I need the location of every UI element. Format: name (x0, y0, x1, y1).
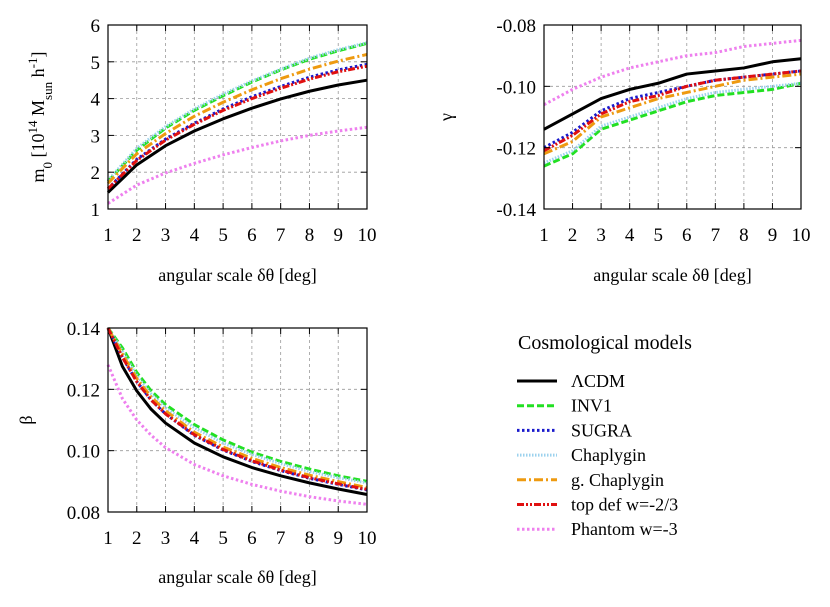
x-tick-label: 9 (768, 225, 778, 246)
y-tick-label: 5 (91, 53, 101, 74)
panel-beta: 1 2 3 4 5 6 7 8 9 10 0.14 0.12 0.10 0.08 angular scale… (16, 319, 377, 587)
legend-label-inv1: INV1 (571, 396, 612, 416)
legend-item-sugra: SUGRA (517, 420, 632, 440)
x-tick-label: 4 (625, 225, 635, 246)
legend-label-g-chaplygin: g. Chaplygin (571, 470, 664, 490)
x-tick-label: 3 (161, 225, 171, 246)
series-line-phantom-w-3 (106, 364, 368, 506)
x-tick-label: 7 (711, 225, 721, 246)
series-line-inv1 (106, 327, 368, 483)
series-line-sugra (106, 327, 368, 492)
x-tick-label: 6 (682, 225, 692, 246)
x-tick-label: 3 (161, 528, 171, 549)
x-tick-label: 2 (132, 225, 142, 246)
y-tick-label: 0.12 (67, 380, 100, 401)
legend-item-g-chaplygin: g. Chaplygin (517, 470, 664, 490)
series-line-chaplygin (106, 327, 368, 485)
series-line-g-chaplygin (106, 327, 368, 489)
series-line-g-chaplygin (543, 72, 802, 156)
panel-gamma: 1 2 3 4 5 6 7 8 9 10 -0.08 -0.10 -0.12 -0.14 angular s… (436, 16, 811, 285)
series-line-top-def-w-2-3 (106, 64, 368, 190)
legend-item-phantom-w-3: Phantom w=-3 (517, 519, 678, 539)
y-tick-label: 0.14 (67, 319, 101, 340)
series-line-sugra (543, 69, 802, 149)
x-tick-label: 3 (596, 225, 606, 246)
legend-label-cdm: ΛCDM (571, 371, 625, 391)
x-tick-label: 6 (247, 225, 257, 246)
x-tick-label: 8 (739, 225, 749, 246)
series-line-phantom-w-3 (543, 38, 802, 107)
x-tick-label: 10 (358, 225, 377, 246)
x-tick-label: 6 (247, 528, 257, 549)
legend-label-chaplygin: Chaplygin (571, 445, 646, 465)
plot-frame (107, 327, 368, 513)
legend-label-phantom-w-3: Phantom w=-3 (571, 519, 678, 539)
y-tick-label: 0.10 (67, 442, 100, 463)
legend-label-sugra: SUGRA (571, 420, 632, 440)
legend-item-chaplygin: Chaplygin (517, 445, 646, 465)
series-line-g-chaplygin (106, 52, 368, 185)
x-tick-label: 10 (792, 225, 811, 246)
x-tick-label: 5 (218, 528, 228, 549)
series-line-chaplygin (106, 41, 368, 182)
legend-items: ΛCDM INV1 SUGRA Chaplygin g. Chaplygin top de… (517, 371, 678, 539)
x-tick-label: 4 (190, 528, 200, 549)
legend-label-top-def-w-2-3: top def w=-2/3 (571, 495, 678, 515)
legend-item-top-def-w-2-3: top def w=-2/3 (517, 495, 678, 515)
y-axis-label: β (16, 415, 36, 424)
x-tick-label: 8 (305, 225, 315, 246)
y-tick-label: -0.12 (496, 139, 536, 160)
y-tick-label: 3 (91, 126, 101, 147)
plot-frame (107, 24, 368, 210)
series-line-top-def-w-2-3 (543, 69, 802, 153)
y-tick-label: 4 (91, 90, 101, 111)
x-tick-label: 2 (132, 528, 142, 549)
y-tick-label: 1 (91, 200, 101, 221)
legend: Cosmological models ΛCDM INV1 SUGRA Chaplyg… (517, 332, 692, 539)
x-tick-label: 4 (190, 225, 200, 246)
x-tick-label: 9 (333, 528, 343, 549)
y-tick-label: -0.08 (496, 16, 536, 37)
series-line-cdm (106, 78, 368, 194)
series-line-chaplygin (543, 81, 802, 165)
series-line-cdm (106, 327, 368, 496)
y-axis-label: m0 [1014 Msun h-1] (25, 52, 55, 183)
plot-frame (543, 24, 802, 210)
x-axis-label: angular scale δθ [deg] (593, 265, 752, 285)
x-tick-label: 10 (358, 528, 377, 549)
y-tick-label: -0.14 (496, 200, 536, 221)
y-tick-label: 2 (91, 163, 101, 184)
x-tick-label: 1 (539, 225, 549, 246)
x-tick-label: 1 (103, 225, 113, 246)
series-line-sugra (106, 62, 368, 190)
series-line-cdm (543, 57, 802, 131)
x-tick-label: 7 (276, 225, 286, 246)
x-axis-label: angular scale δθ [deg] (158, 265, 317, 285)
x-tick-label: 5 (653, 225, 663, 246)
x-tick-label: 9 (333, 225, 343, 246)
legend-item-inv1: INV1 (517, 396, 612, 416)
y-axis-label: γ (436, 113, 456, 122)
x-tick-label: 8 (305, 528, 315, 549)
y-tick-label: 0.08 (67, 503, 100, 524)
x-axis-label: angular scale δθ [deg] (158, 567, 317, 587)
x-tick-label: 2 (568, 225, 578, 246)
series-line-inv1 (543, 81, 802, 168)
legend-item-cdm: ΛCDM (517, 371, 625, 391)
x-tick-label: 1 (103, 528, 113, 549)
x-tick-label: 5 (218, 225, 228, 246)
x-tick-label: 7 (276, 528, 286, 549)
legend-title: Cosmological models (518, 332, 692, 354)
series-line-top-def-w-2-3 (106, 327, 368, 491)
series-line-phantom-w-3 (107, 125, 368, 205)
y-tick-label: -0.10 (496, 77, 536, 98)
y-tick-label: 6 (91, 16, 101, 37)
